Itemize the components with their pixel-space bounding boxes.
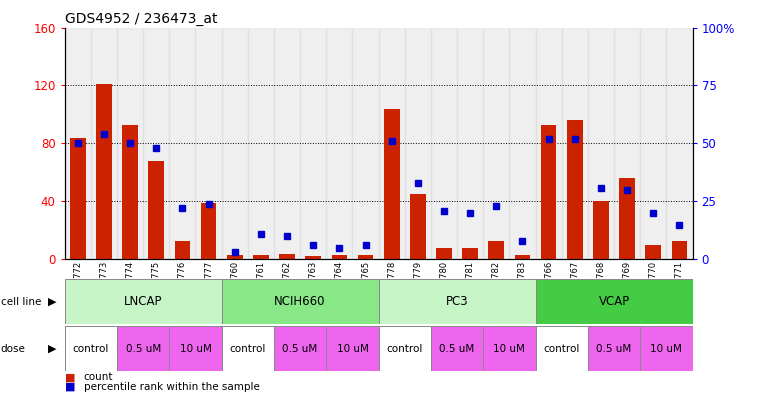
Bar — [169, 326, 221, 371]
Text: 0.5 uM: 0.5 uM — [126, 344, 161, 354]
Bar — [483, 326, 536, 371]
Bar — [305, 257, 321, 259]
Bar — [123, 125, 138, 259]
Bar — [489, 241, 505, 259]
Text: NCIH660: NCIH660 — [275, 295, 326, 308]
Bar — [201, 203, 216, 259]
Bar — [143, 28, 170, 259]
Bar — [509, 28, 536, 259]
Text: 10 uM: 10 uM — [180, 344, 212, 354]
Text: LNCAP: LNCAP — [124, 295, 162, 308]
Bar — [174, 241, 190, 259]
Bar — [536, 279, 693, 324]
Bar — [352, 28, 379, 259]
Bar — [541, 125, 556, 259]
Bar — [248, 28, 274, 259]
Bar — [96, 84, 112, 259]
Text: 10 uM: 10 uM — [651, 344, 683, 354]
Text: control: control — [543, 344, 580, 354]
Bar — [436, 248, 452, 259]
Bar — [300, 28, 326, 259]
Text: count: count — [84, 372, 113, 382]
Bar — [410, 194, 425, 259]
Text: control: control — [387, 344, 423, 354]
Bar — [457, 28, 483, 259]
Text: PC3: PC3 — [446, 295, 468, 308]
Bar — [405, 28, 431, 259]
Bar — [274, 28, 300, 259]
Text: 0.5 uM: 0.5 uM — [439, 344, 475, 354]
Bar — [379, 326, 431, 371]
Bar — [65, 279, 221, 324]
Bar — [431, 326, 483, 371]
Bar — [587, 326, 640, 371]
Bar — [326, 326, 379, 371]
Bar — [91, 28, 117, 259]
Bar — [169, 28, 196, 259]
Bar — [567, 120, 583, 259]
Bar — [279, 253, 295, 259]
Bar — [358, 255, 374, 259]
Bar — [378, 28, 405, 259]
Bar — [253, 255, 269, 259]
Bar — [614, 28, 640, 259]
Bar — [148, 161, 164, 259]
Bar — [274, 326, 326, 371]
Text: ▶: ▶ — [48, 344, 56, 354]
Bar — [536, 326, 588, 371]
Text: control: control — [230, 344, 266, 354]
Bar — [619, 178, 635, 259]
Bar — [483, 28, 509, 259]
Bar — [65, 326, 117, 371]
Bar — [196, 28, 221, 259]
Text: GDS4952 / 236473_at: GDS4952 / 236473_at — [65, 12, 217, 26]
Bar — [65, 28, 91, 259]
Bar — [593, 201, 609, 259]
Bar — [117, 326, 169, 371]
Bar — [379, 279, 536, 324]
Text: control: control — [72, 344, 109, 354]
Text: ■: ■ — [65, 382, 75, 392]
Bar — [326, 28, 352, 259]
Text: 10 uM: 10 uM — [336, 344, 368, 354]
Text: 10 uM: 10 uM — [493, 344, 525, 354]
Bar — [221, 28, 248, 259]
Bar — [70, 138, 86, 259]
Bar — [536, 28, 562, 259]
Bar — [645, 245, 661, 259]
Bar — [431, 28, 457, 259]
Bar — [221, 279, 379, 324]
Text: VCAP: VCAP — [598, 295, 629, 308]
Text: 0.5 uM: 0.5 uM — [282, 344, 318, 354]
Bar — [562, 28, 587, 259]
Text: ■: ■ — [65, 372, 75, 382]
Bar — [117, 28, 143, 259]
Text: 0.5 uM: 0.5 uM — [597, 344, 632, 354]
Bar — [640, 326, 693, 371]
Bar — [640, 28, 667, 259]
Bar — [463, 248, 478, 259]
Bar — [221, 326, 274, 371]
Text: ▶: ▶ — [48, 297, 56, 307]
Bar — [667, 28, 693, 259]
Text: cell line: cell line — [1, 297, 41, 307]
Bar — [227, 255, 243, 259]
Bar — [514, 255, 530, 259]
Text: percentile rank within the sample: percentile rank within the sample — [84, 382, 260, 392]
Bar — [384, 108, 400, 259]
Bar — [332, 255, 347, 259]
Text: dose: dose — [1, 344, 26, 354]
Bar — [671, 241, 687, 259]
Bar — [588, 28, 614, 259]
